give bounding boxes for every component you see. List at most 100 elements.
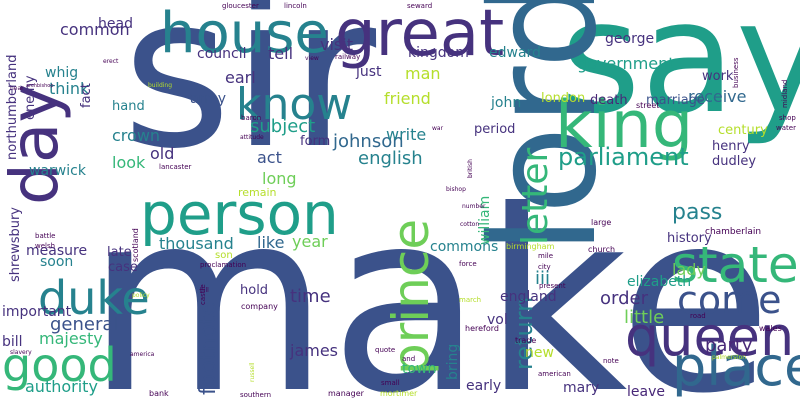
word-gloucester: gloucester xyxy=(222,2,259,10)
word-archbishop: archbishop xyxy=(26,83,54,89)
word-battle: battle xyxy=(35,232,56,240)
word-house: house xyxy=(160,1,329,66)
word-death: death xyxy=(590,93,628,108)
word-bishop: bishop xyxy=(446,186,466,193)
word-period: period xyxy=(474,122,516,137)
word-write: write xyxy=(386,125,427,144)
word-good: good xyxy=(2,338,117,392)
word-erect: erect xyxy=(103,58,119,65)
word-crown: crown xyxy=(112,126,161,145)
word-visit: visit xyxy=(320,35,353,54)
word-new: new xyxy=(525,345,554,361)
word-war: war xyxy=(432,125,444,132)
word-wales: wales xyxy=(759,324,782,333)
word-early: early xyxy=(466,378,502,394)
word-bank: bank xyxy=(149,389,169,398)
word-measure: measure xyxy=(26,243,88,259)
word-authority: authority xyxy=(25,377,98,396)
word-work: work xyxy=(702,69,734,84)
word-george: george xyxy=(605,31,655,47)
word-london: london xyxy=(541,91,586,106)
word-bill: bill xyxy=(2,334,23,350)
word-friend: friend xyxy=(384,89,431,108)
word-king: king xyxy=(555,88,694,163)
word-history: history xyxy=(667,231,712,246)
word-case: case xyxy=(108,260,138,275)
word-majesty: majesty xyxy=(39,329,103,348)
word-building: building xyxy=(148,82,173,89)
word-great: great xyxy=(335,0,505,71)
word-make: make xyxy=(86,157,773,400)
word-kingdom: kingdom xyxy=(408,45,469,61)
word-parliament: parliament xyxy=(558,143,689,171)
word-road: road xyxy=(690,312,706,320)
word-midland: midland xyxy=(781,79,789,108)
word-shrewsbury: shrewsbury xyxy=(8,206,23,282)
word-marriage: marriage xyxy=(646,93,705,108)
word-castle: castle xyxy=(199,284,207,305)
word-note: note xyxy=(603,357,619,365)
word-order: order xyxy=(600,288,648,309)
word-duke: duke xyxy=(38,271,150,325)
word-lancaster: lancaster xyxy=(159,163,192,171)
word-business: business xyxy=(732,57,740,88)
word-year: year xyxy=(292,232,328,251)
word-iii: iii xyxy=(535,268,551,289)
word-welsh: welsh xyxy=(35,242,56,250)
word-america: america xyxy=(130,351,155,358)
word-town: town xyxy=(402,361,437,377)
word-number: number xyxy=(462,203,486,210)
word-bring: bring xyxy=(445,343,461,380)
word-old: old xyxy=(150,144,175,163)
word-general: general xyxy=(50,314,119,335)
word-common: common xyxy=(60,20,130,39)
word-leave: leave xyxy=(627,384,665,400)
word-important: important xyxy=(2,304,72,320)
word-look: look xyxy=(112,153,146,172)
word-head: head xyxy=(98,16,133,32)
word-time: time xyxy=(290,286,331,307)
word-trade: trade xyxy=(515,336,537,345)
word-whig: whig xyxy=(45,65,79,81)
word-just: just xyxy=(356,64,382,80)
word-subject: subject xyxy=(250,116,316,137)
word-russell: russell xyxy=(249,362,256,382)
word-england: england xyxy=(500,289,557,305)
word-hill: hill xyxy=(200,287,209,294)
word-proclamation: proclamation xyxy=(200,261,247,269)
word-council: council xyxy=(197,46,247,62)
word-hold: hold xyxy=(240,283,269,298)
word-vol: vol xyxy=(487,312,508,328)
word-government: government xyxy=(577,54,675,73)
word-mile: mile xyxy=(538,252,554,260)
word-british: british xyxy=(467,159,474,178)
word-quote: quote xyxy=(375,346,396,354)
word-come: come xyxy=(677,278,782,322)
word-hand: hand xyxy=(112,99,145,114)
word-late: late xyxy=(107,245,132,260)
word-sir: sir xyxy=(122,0,377,195)
word-century: century xyxy=(718,123,768,138)
word-water: water xyxy=(776,124,796,132)
word-manager: manager xyxy=(328,389,364,398)
word-baron: baron xyxy=(241,114,262,122)
word-party: party xyxy=(705,335,753,356)
word-remain: remain xyxy=(238,186,277,199)
word-little: little xyxy=(624,307,665,328)
word-scotland: scotland xyxy=(131,228,140,262)
word-say: say xyxy=(560,0,800,148)
word-and: and xyxy=(402,355,416,363)
word-henry: henry xyxy=(712,139,750,154)
word-form: form xyxy=(300,134,331,149)
word-fact: fact xyxy=(79,83,94,108)
word-palmerston: palmerston xyxy=(712,354,747,361)
word-mortimer: mortimer xyxy=(380,389,418,398)
word-march: march xyxy=(459,296,482,304)
word-state: state xyxy=(672,236,799,294)
word-southern: southern xyxy=(240,391,272,399)
word-like: like xyxy=(257,233,285,252)
word-shop: shop xyxy=(779,114,796,122)
word-earl: earl xyxy=(225,68,256,87)
word-know: know xyxy=(236,79,353,130)
